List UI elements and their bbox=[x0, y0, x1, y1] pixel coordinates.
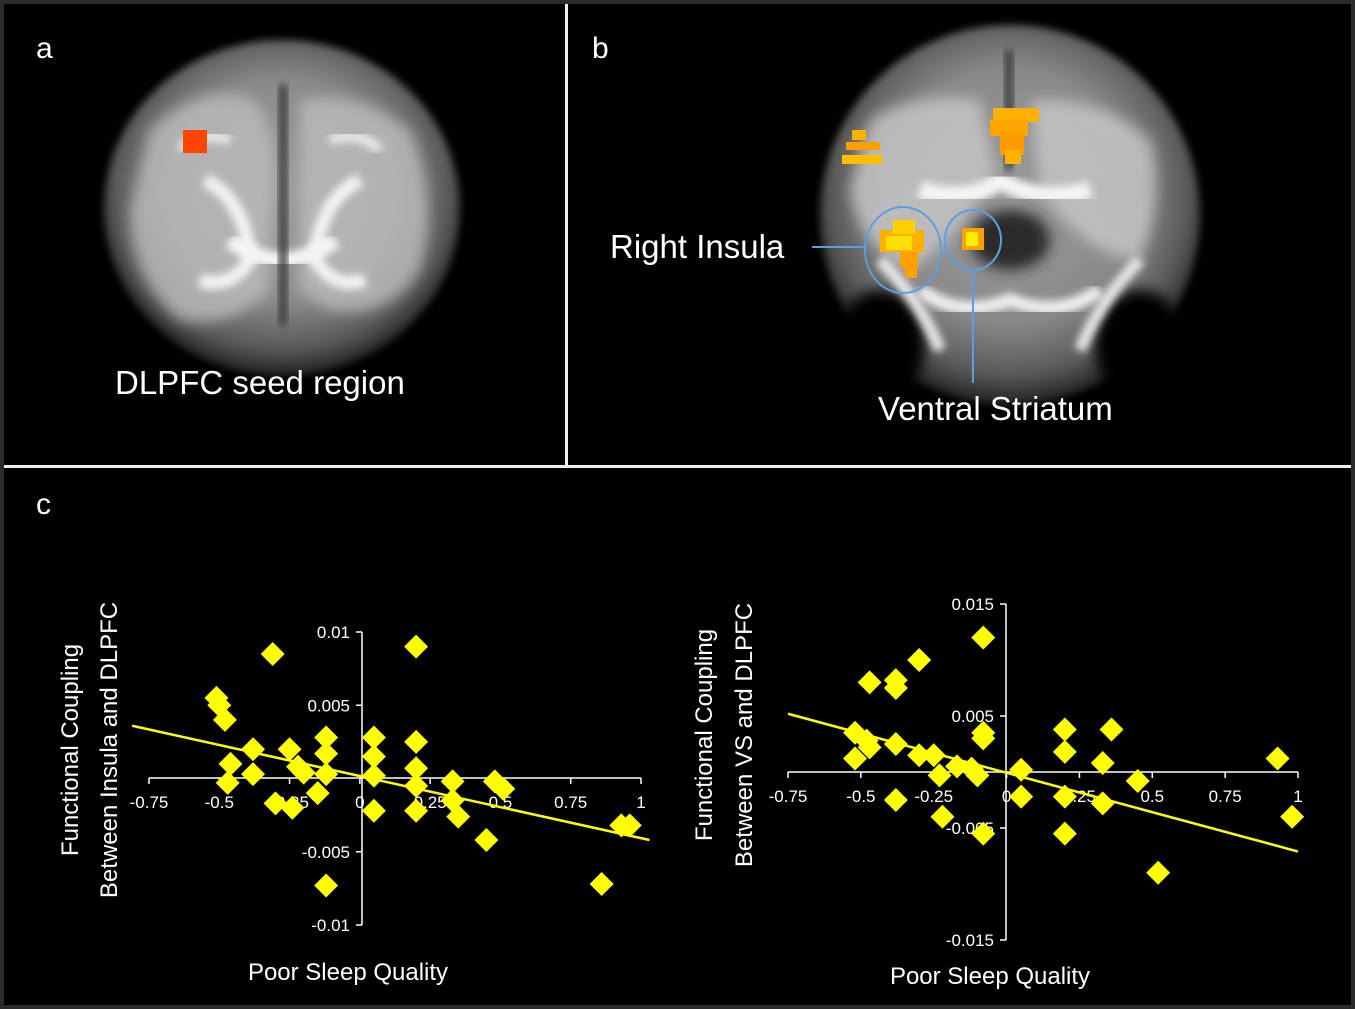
data-point bbox=[241, 762, 266, 787]
x-tick-label: 1 bbox=[636, 793, 645, 812]
panel-letter-c: c bbox=[36, 488, 51, 521]
data-point bbox=[617, 813, 642, 838]
data-point bbox=[212, 707, 237, 732]
seed-region-caption: DLPFC seed region bbox=[115, 364, 405, 401]
ventral-striatum-label: Ventral Striatum bbox=[878, 390, 1113, 427]
trendline bbox=[131, 724, 650, 842]
data-point bbox=[1280, 804, 1305, 829]
data-point bbox=[971, 821, 996, 846]
activation-superior-left bbox=[842, 130, 882, 164]
panel-letter-a: a bbox=[36, 32, 53, 65]
panel-letter-b: b bbox=[592, 32, 609, 65]
y-axis-label-line1: Functional Coupling bbox=[57, 644, 84, 856]
y-tick-label: -0.015 bbox=[946, 931, 994, 950]
data-point bbox=[280, 795, 305, 820]
insula-circle bbox=[864, 206, 942, 294]
y-axis-label-line1: Functional Coupling bbox=[691, 629, 718, 841]
data-point bbox=[291, 760, 316, 785]
data-point bbox=[474, 828, 499, 853]
x-tick-label: 0.75 bbox=[1209, 787, 1242, 806]
activation-superior-medial bbox=[990, 108, 1039, 164]
data-point bbox=[1146, 860, 1171, 885]
data-point bbox=[843, 746, 868, 771]
data-point bbox=[404, 756, 429, 781]
brain-slice-b bbox=[812, 25, 1200, 405]
data-point bbox=[857, 670, 882, 695]
data-point bbox=[263, 791, 288, 816]
data-point bbox=[361, 725, 386, 750]
brain-slice-a bbox=[104, 40, 460, 376]
panel-divider-horizontal bbox=[4, 465, 1351, 468]
data-point bbox=[1052, 717, 1077, 742]
data-point bbox=[971, 625, 996, 650]
data-point bbox=[215, 770, 240, 795]
data-point bbox=[1265, 746, 1290, 771]
right-insula-label: Right Insula bbox=[610, 228, 785, 265]
data-point bbox=[241, 737, 266, 762]
y-tick-label: 0.005 bbox=[951, 707, 994, 726]
data-point bbox=[907, 648, 932, 672]
y-axis-label-line2: Between Insula and DLPFC bbox=[96, 602, 123, 898]
panel-divider-vertical bbox=[565, 4, 568, 468]
data-point bbox=[314, 873, 339, 898]
data-point bbox=[404, 729, 429, 754]
x-tick-label: 0 bbox=[355, 793, 364, 812]
data-point bbox=[589, 871, 614, 896]
data-point bbox=[218, 751, 243, 776]
x-tick-label: -0.25 bbox=[914, 787, 953, 806]
x-tick-label: 1 bbox=[1293, 787, 1302, 806]
data-point bbox=[440, 769, 465, 794]
data-point bbox=[921, 743, 946, 768]
trendline bbox=[787, 712, 1299, 853]
y-axis-label-line2: Between VS and DLPFC bbox=[731, 603, 758, 867]
data-point bbox=[927, 763, 952, 788]
data-point bbox=[971, 726, 996, 751]
data-point bbox=[907, 743, 932, 768]
x-tick-label: -0.5 bbox=[846, 787, 875, 806]
data-point bbox=[1052, 821, 1077, 846]
x-tick-label: -0.75 bbox=[769, 787, 808, 806]
data-point bbox=[1009, 784, 1034, 809]
data-point bbox=[491, 776, 516, 801]
data-point bbox=[1099, 717, 1124, 742]
x-axis-label: Poor Sleep Quality bbox=[890, 963, 1090, 990]
data-point bbox=[1090, 751, 1115, 776]
y-tick-label: 0.015 bbox=[951, 595, 994, 614]
data-point bbox=[361, 744, 386, 769]
data-point bbox=[361, 798, 386, 823]
x-axis-label: Poor Sleep Quality bbox=[248, 959, 448, 986]
data-point bbox=[277, 737, 302, 762]
data-point bbox=[883, 788, 908, 812]
activation-right-insula bbox=[880, 220, 924, 278]
data-point bbox=[305, 781, 330, 806]
data-point bbox=[260, 641, 285, 666]
x-tick-label: 0.5 bbox=[1140, 787, 1164, 806]
data-point bbox=[446, 804, 471, 829]
x-tick-label: 0.75 bbox=[554, 793, 587, 812]
y-tick-label: 0.005 bbox=[307, 696, 350, 715]
data-point bbox=[883, 676, 908, 700]
data-point bbox=[314, 741, 339, 766]
data-point bbox=[930, 804, 955, 829]
dlpfc-seed-marker bbox=[183, 130, 207, 153]
data-point bbox=[404, 773, 429, 798]
x-tick-label: 0 bbox=[1002, 787, 1011, 806]
x-tick-label: -0.5 bbox=[205, 793, 234, 812]
data-point bbox=[857, 735, 882, 760]
y-tick-label: -0.005 bbox=[302, 843, 350, 862]
y-tick-label: 0.01 bbox=[317, 623, 350, 642]
data-point bbox=[314, 725, 339, 750]
data-point bbox=[404, 634, 429, 659]
activation-ventral-striatum bbox=[962, 228, 984, 250]
y-tick-label: -0.01 bbox=[311, 916, 350, 935]
x-tick-label: -0.75 bbox=[130, 793, 169, 812]
data-point bbox=[404, 798, 429, 823]
data-point bbox=[1052, 739, 1077, 764]
data-point bbox=[965, 763, 990, 788]
data-point bbox=[1125, 768, 1150, 793]
